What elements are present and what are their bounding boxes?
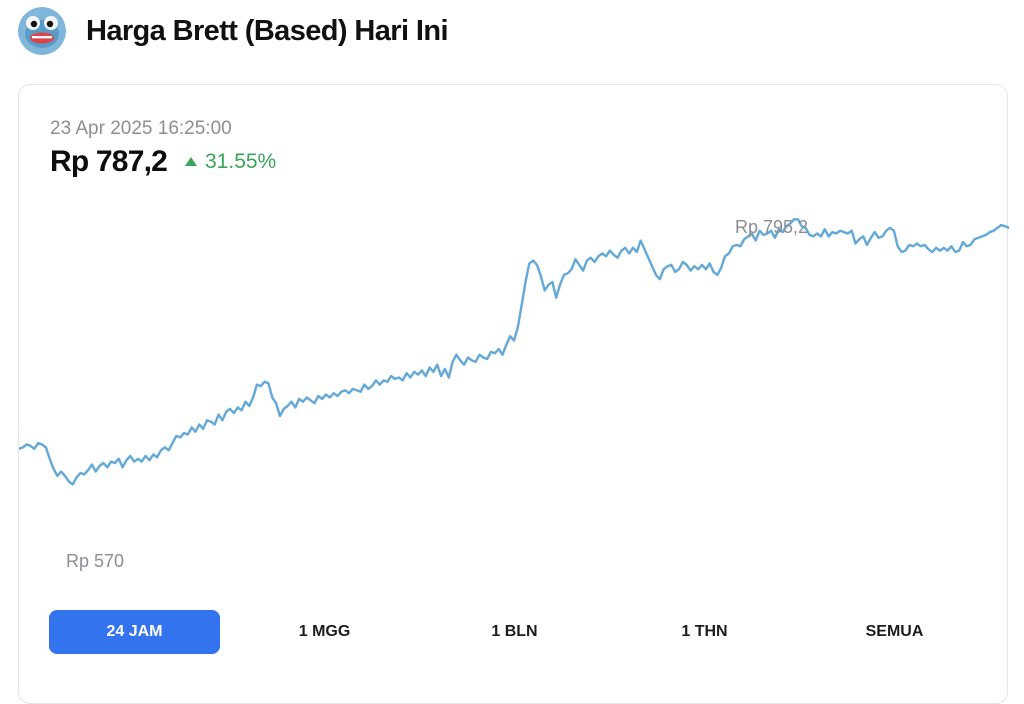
price-row: Rp 787,2 31.55%: [50, 145, 276, 179]
chart-low-label: Rp 570: [66, 551, 125, 571]
price-change: 31.55%: [185, 150, 276, 174]
price-line-chart[interactable]: [19, 85, 1009, 595]
page-title: Harga Brett (Based) Hari Ini: [86, 14, 449, 47]
tab-1-mgg[interactable]: 1 MGG: [298, 623, 351, 640]
price-change-percent: 31.55%: [205, 150, 277, 173]
tab-1-bln[interactable]: 1 BLN: [491, 623, 538, 640]
tab-semua[interactable]: SEMUA: [865, 623, 924, 640]
price-chart-card: 23 Apr 2025 16:25:00 Rp 787,2 31.55% Rp …: [18, 84, 1009, 704]
chart-high-label: Rp 795,2: [735, 217, 809, 237]
tab-1-thn[interactable]: 1 THN: [681, 623, 728, 640]
page-header: Harga Brett (Based) Hari Ini: [18, 6, 449, 56]
price-timestamp: 23 Apr 2025 16:25:00: [50, 118, 232, 139]
tab-24-jam[interactable]: 24 JAM: [49, 610, 220, 654]
current-price: Rp 787,2: [50, 145, 168, 178]
arrow-up-icon: [185, 156, 197, 166]
time-range-tabs: 24 JAM 1 MGG 1 BLN 1 THN SEMUA: [49, 610, 999, 654]
brett-frog-icon: [18, 7, 66, 55]
series-line: [19, 218, 1009, 486]
